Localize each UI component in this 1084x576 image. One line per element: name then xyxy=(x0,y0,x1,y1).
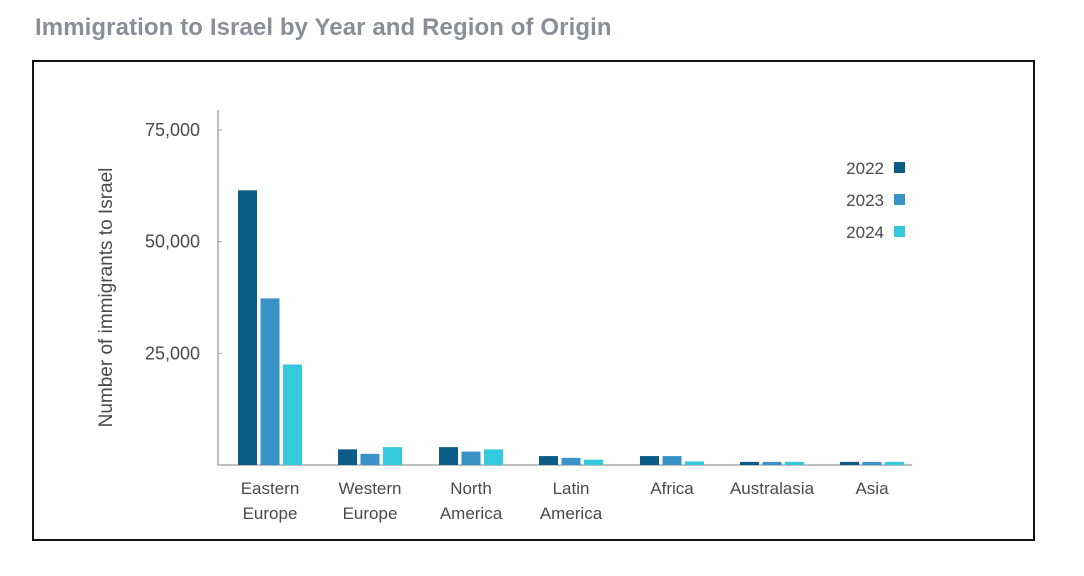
legend-label: 2024 xyxy=(846,223,884,242)
bar xyxy=(785,461,804,465)
x-category-label: Australasia xyxy=(730,479,815,498)
bar xyxy=(539,456,558,465)
x-category-label: Asia xyxy=(855,479,889,498)
bar xyxy=(238,190,257,466)
y-tick-label: 25,000 xyxy=(145,343,200,363)
bar xyxy=(685,461,704,465)
legend-label: 2023 xyxy=(846,191,884,210)
bar xyxy=(439,447,458,465)
bar xyxy=(740,461,759,465)
bar xyxy=(840,461,859,465)
bar xyxy=(640,456,659,465)
bar xyxy=(283,364,302,465)
legend-swatch xyxy=(894,226,905,237)
x-category-label: America xyxy=(540,504,603,523)
x-category-label: America xyxy=(440,504,503,523)
bar xyxy=(461,451,481,465)
chart-frame: 25,000 50,000 75,000 Number of immigrants t… xyxy=(32,60,1035,541)
x-category-label: Latin xyxy=(553,479,590,498)
y-tick-label: 50,000 xyxy=(145,232,200,252)
bar xyxy=(338,449,357,465)
bar xyxy=(360,453,380,465)
x-category-label: Eastern xyxy=(241,479,300,498)
bar xyxy=(584,459,603,465)
bar xyxy=(662,456,682,465)
page-title: Immigration to Israel by Year and Region… xyxy=(35,14,612,41)
legend-label: 2022 xyxy=(846,159,884,178)
bar xyxy=(484,449,503,465)
bar xyxy=(383,447,402,465)
y-tick-label: 75,000 xyxy=(145,120,200,140)
x-category-label: Europe xyxy=(343,504,398,523)
bar xyxy=(885,461,904,465)
x-category-label: Africa xyxy=(650,479,694,498)
x-category-label: North xyxy=(450,479,492,498)
bar xyxy=(260,298,280,465)
bar xyxy=(862,461,882,465)
bar xyxy=(561,457,581,465)
bar-chart: 25,000 50,000 75,000 Number of immigrants t… xyxy=(96,110,912,523)
x-category-label: Western xyxy=(339,479,402,498)
y-axis-title: Number of immigrants to Israel xyxy=(96,168,117,428)
bar xyxy=(762,461,782,465)
x-category-label: Europe xyxy=(243,504,298,523)
legend-swatch xyxy=(894,162,905,173)
legend-swatch xyxy=(894,194,905,205)
